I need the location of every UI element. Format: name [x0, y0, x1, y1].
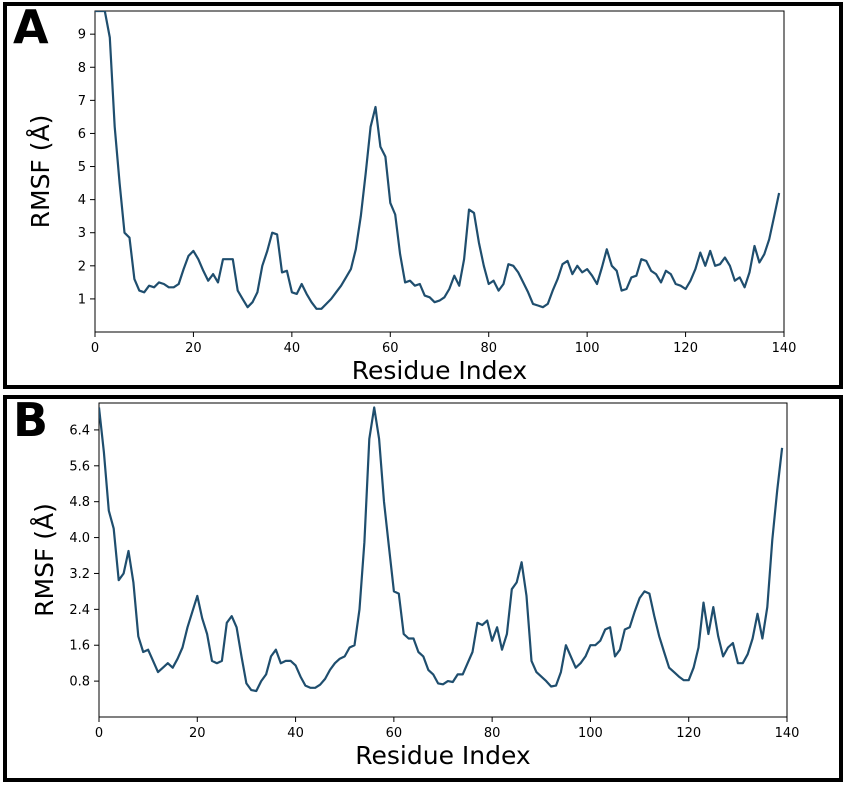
y-tick-label: 3.2: [69, 567, 90, 582]
y-tick-label: 4.0: [69, 531, 90, 546]
x-tick-label: 60: [382, 341, 399, 356]
panel-b: B 0 20 40 60 80 100 120 140 0.8 1.6 2.4 3.2 4.0 4.8 5.…: [3, 393, 843, 782]
y-tick-label: 4.8: [69, 495, 90, 510]
y-tick-label: 8: [78, 61, 86, 76]
y-tick-label: 2: [78, 259, 86, 274]
y-tick-label: 6: [78, 127, 86, 142]
x-tick-label: 100: [578, 726, 603, 741]
panel-label: A: [13, 0, 49, 54]
panel-a: A 0 20 40 60 80 100 120 140 1 2 3 4 5 6 7 8 9 Residue Ind…: [3, 0, 843, 389]
x-tick-label: 140: [775, 726, 800, 741]
y-axis-title: RMSF (Å): [26, 115, 55, 229]
x-tick-label: 140: [772, 341, 797, 356]
x-tick-label: 20: [189, 726, 206, 741]
y-tick-label: 3: [78, 226, 86, 241]
y-tick-label: 1: [78, 292, 86, 307]
x-tick-label: 120: [673, 341, 698, 356]
x-tick-label: 20: [185, 341, 202, 356]
x-tick-label: 0: [95, 726, 103, 741]
chart-a: 0 20 40 60 80 100 120 140 1 2 3 4 5 6 7 8 9 Residue Index…: [26, 10, 797, 385]
panel-label: B: [13, 393, 49, 447]
rmsf-series-line: [99, 406, 784, 693]
y-tick-label: 5: [78, 160, 86, 175]
x-tick-label: 100: [575, 341, 600, 356]
y-tick-label: 4: [78, 193, 86, 208]
y-tick-label: 1.6: [69, 639, 90, 654]
y-tick-label: 9: [78, 28, 86, 43]
chart-b: 0 20 40 60 80 100 120 140 0.8 1.6 2.4 3.2 4.0 4.8 5.6 6…: [30, 402, 800, 770]
y-tick-label: 7: [78, 94, 86, 109]
x-tick-label: 40: [287, 726, 304, 741]
rmsf-series-line: [95, 11, 781, 310]
y-tick-label: 2.4: [69, 603, 90, 618]
x-tick-label: 40: [284, 341, 301, 356]
plot-frame: [98, 402, 788, 718]
y-axis-title: RMSF (Å): [30, 503, 59, 617]
x-tick-label: 80: [484, 726, 501, 741]
plot-frame: [94, 10, 785, 333]
x-tick-label: 120: [676, 726, 701, 741]
x-tick-label: 60: [386, 726, 403, 741]
x-tick-label: 0: [91, 341, 99, 356]
x-tick-label: 80: [480, 341, 497, 356]
y-tick-label: 0.8: [69, 675, 90, 690]
x-axis-title: Residue Index: [352, 356, 527, 385]
x-axis-title: Residue Index: [355, 741, 530, 770]
y-tick-label: 5.6: [69, 459, 90, 474]
y-tick-label: 6.4: [69, 423, 90, 438]
